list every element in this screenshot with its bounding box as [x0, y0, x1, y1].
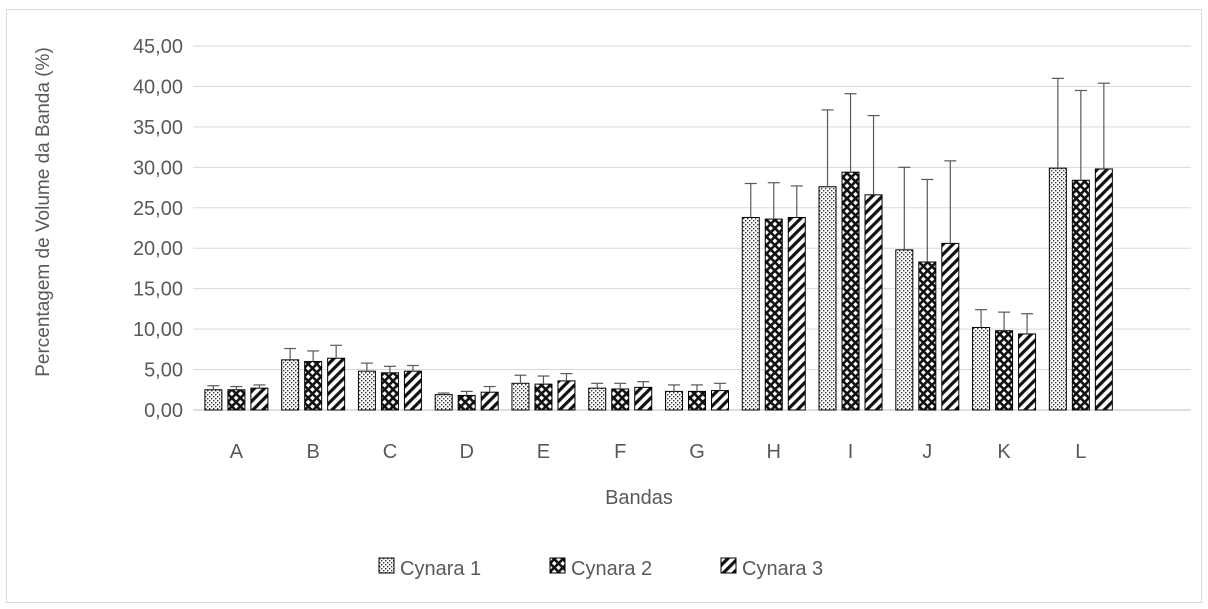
y-tick-label: 45,00	[133, 36, 183, 58]
x-tick-label: C	[383, 441, 397, 463]
bar-C-1	[357, 370, 376, 411]
bar-G-1	[665, 390, 683, 411]
bar-J-3	[941, 242, 960, 411]
bar-C-3	[403, 370, 422, 411]
x-tick-label: K	[997, 441, 1011, 463]
y-axis-title: Percentagem de Volume da Banda (%)	[33, 47, 54, 377]
bar-K-1	[972, 326, 991, 411]
x-tick-label: J	[922, 441, 932, 463]
y-tick-label: 35,00	[133, 117, 183, 139]
legend-swatch	[549, 557, 566, 574]
legend-label: Cynara 1	[400, 558, 481, 580]
x-tick-label: H	[767, 441, 781, 463]
bar-H-2	[764, 218, 783, 411]
legend: Cynara 1 Cynara 2 Cynara 3	[378, 557, 823, 580]
bar-K-3	[1018, 333, 1037, 411]
bar-F-1	[588, 387, 607, 411]
y-tick-label: 0,00	[144, 400, 183, 422]
y-tick-label: 25,00	[133, 198, 183, 220]
bar-G-2	[688, 390, 706, 411]
bar-A-2	[227, 389, 246, 411]
bar-G-3	[711, 390, 729, 411]
bar-E-3	[557, 380, 576, 411]
y-tick-label: 20,00	[133, 238, 183, 260]
bar-J-2	[918, 261, 937, 411]
y-axis-ticks: 0,00 5,00 10,00 15,00 20,00 25,00 30,00 35,00 40…	[133, 36, 183, 422]
bar-A-1	[204, 389, 223, 411]
bar-B-1	[281, 359, 300, 411]
bars	[204, 167, 1113, 411]
bar-K-2	[995, 330, 1014, 411]
x-tick-label: E	[537, 441, 550, 463]
bar-F-2	[611, 388, 630, 411]
bar-E-1	[511, 382, 530, 411]
bar-I-2	[841, 171, 860, 411]
y-tick-label: 40,00	[133, 76, 183, 98]
legend-swatch	[378, 557, 395, 574]
bar-E-2	[534, 383, 553, 411]
bar-B-3	[327, 357, 346, 411]
bar-D-1	[434, 394, 453, 411]
bar-B-2	[304, 360, 323, 411]
grid-lines	[193, 45, 1191, 411]
x-tick-label: B	[306, 441, 319, 463]
x-tick-label: I	[848, 441, 854, 463]
x-tick-label: A	[230, 441, 244, 463]
legend-label: Cynara 2	[571, 558, 652, 580]
bar-F-3	[634, 386, 653, 411]
y-tick-label: 30,00	[133, 157, 183, 179]
bar-H-1	[741, 216, 760, 411]
legend-label: Cynara 3	[742, 558, 823, 580]
bar-L-2	[1071, 179, 1090, 411]
bar-I-1	[818, 186, 837, 411]
bar-C-2	[380, 372, 399, 411]
error-bars	[207, 77, 1110, 396]
bar-chart: 0,00 5,00 10,00 15,00 20,00 25,00 30,00 35,00 40…	[33, 36, 1191, 580]
bar-D-3	[480, 391, 499, 411]
legend-swatch	[720, 557, 737, 574]
bar-L-1	[1048, 167, 1067, 411]
bar-D-2	[457, 394, 476, 411]
y-tick-label: 5,00	[144, 360, 183, 382]
y-tick-label: 10,00	[133, 319, 183, 341]
x-tick-label: L	[1075, 441, 1086, 463]
bar-J-1	[895, 249, 914, 411]
bar-L-3	[1094, 168, 1113, 411]
x-tick-label: F	[614, 441, 626, 463]
x-axis-title: Bandas	[605, 487, 673, 509]
x-tick-label: D	[459, 441, 473, 463]
bar-I-3	[864, 194, 883, 411]
y-tick-label: 15,00	[133, 279, 183, 301]
bar-H-3	[787, 216, 806, 411]
x-axis-ticks: A B C D E F G H I J K L	[230, 441, 1087, 463]
bar-A-3	[250, 387, 269, 411]
x-tick-label: G	[689, 441, 705, 463]
chart-frame: 0,00 5,00 10,00 15,00 20,00 25,00 30,00 35,00 40…	[6, 9, 1202, 603]
